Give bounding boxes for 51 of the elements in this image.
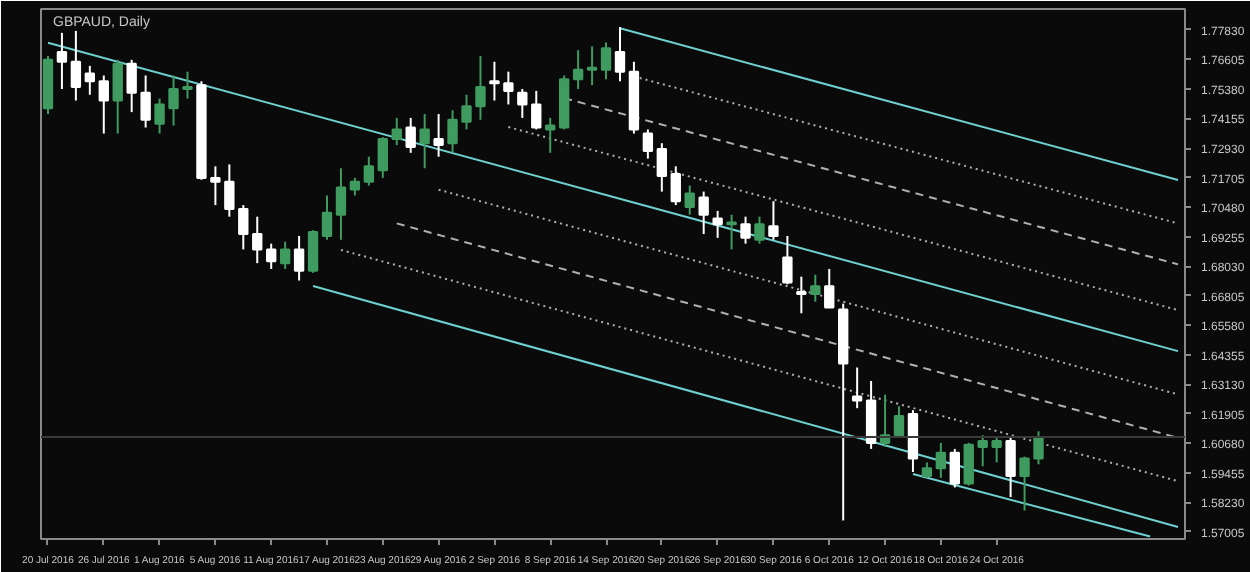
candlestick: [642, 128, 654, 160]
candlestick: [112, 58, 123, 135]
candlestick: [893, 405, 905, 439]
candlestick: [810, 273, 821, 303]
candlestick: [377, 136, 388, 179]
candlestick: [503, 70, 514, 106]
candlestick: [963, 441, 974, 487]
candlestick: [252, 215, 263, 265]
candlestick: [307, 229, 319, 274]
candlestick: [586, 45, 598, 87]
candlestick: [768, 200, 779, 241]
candlestick: [279, 240, 291, 270]
candlestick: [670, 165, 681, 207]
candlestick: [935, 441, 947, 479]
candlestick: [321, 194, 333, 241]
candlestick: [140, 74, 151, 129]
candlestick: [391, 116, 402, 147]
candlestick: [126, 58, 137, 114]
candlestick: [698, 190, 709, 236]
candlestick: [907, 409, 919, 474]
candlestick: [712, 209, 723, 239]
candlestick: [782, 234, 793, 286]
candlestick: [363, 155, 375, 187]
candlestick: [754, 215, 765, 245]
candlestick: [600, 41, 612, 81]
candlestick: [98, 74, 109, 135]
candlestick: [405, 116, 416, 154]
candlestick: [489, 60, 500, 102]
candlestick: [84, 64, 96, 96]
candlestick: [796, 275, 807, 315]
candlestick: [726, 213, 737, 251]
candlestick: [433, 113, 444, 158]
candlestick: [1005, 436, 1016, 499]
candlestick: [517, 87, 528, 119]
candlestick: [824, 267, 835, 309]
candlestick: [865, 379, 877, 450]
candlestick: [419, 113, 430, 170]
candlestick: [949, 447, 960, 489]
candlestick: [335, 167, 347, 241]
candlestick: [656, 142, 668, 193]
candlestick: [266, 242, 277, 270]
candlestick: [531, 89, 542, 131]
candlestick: [614, 26, 626, 83]
candlestick: [182, 70, 193, 100]
candlestick: [740, 215, 751, 245]
candlestick: [572, 49, 584, 90]
candlestick: [684, 184, 695, 216]
candlestick: [238, 204, 249, 251]
candlestick: [293, 234, 305, 282]
candlestick: [56, 31, 68, 90]
candlestick: [70, 29, 82, 102]
